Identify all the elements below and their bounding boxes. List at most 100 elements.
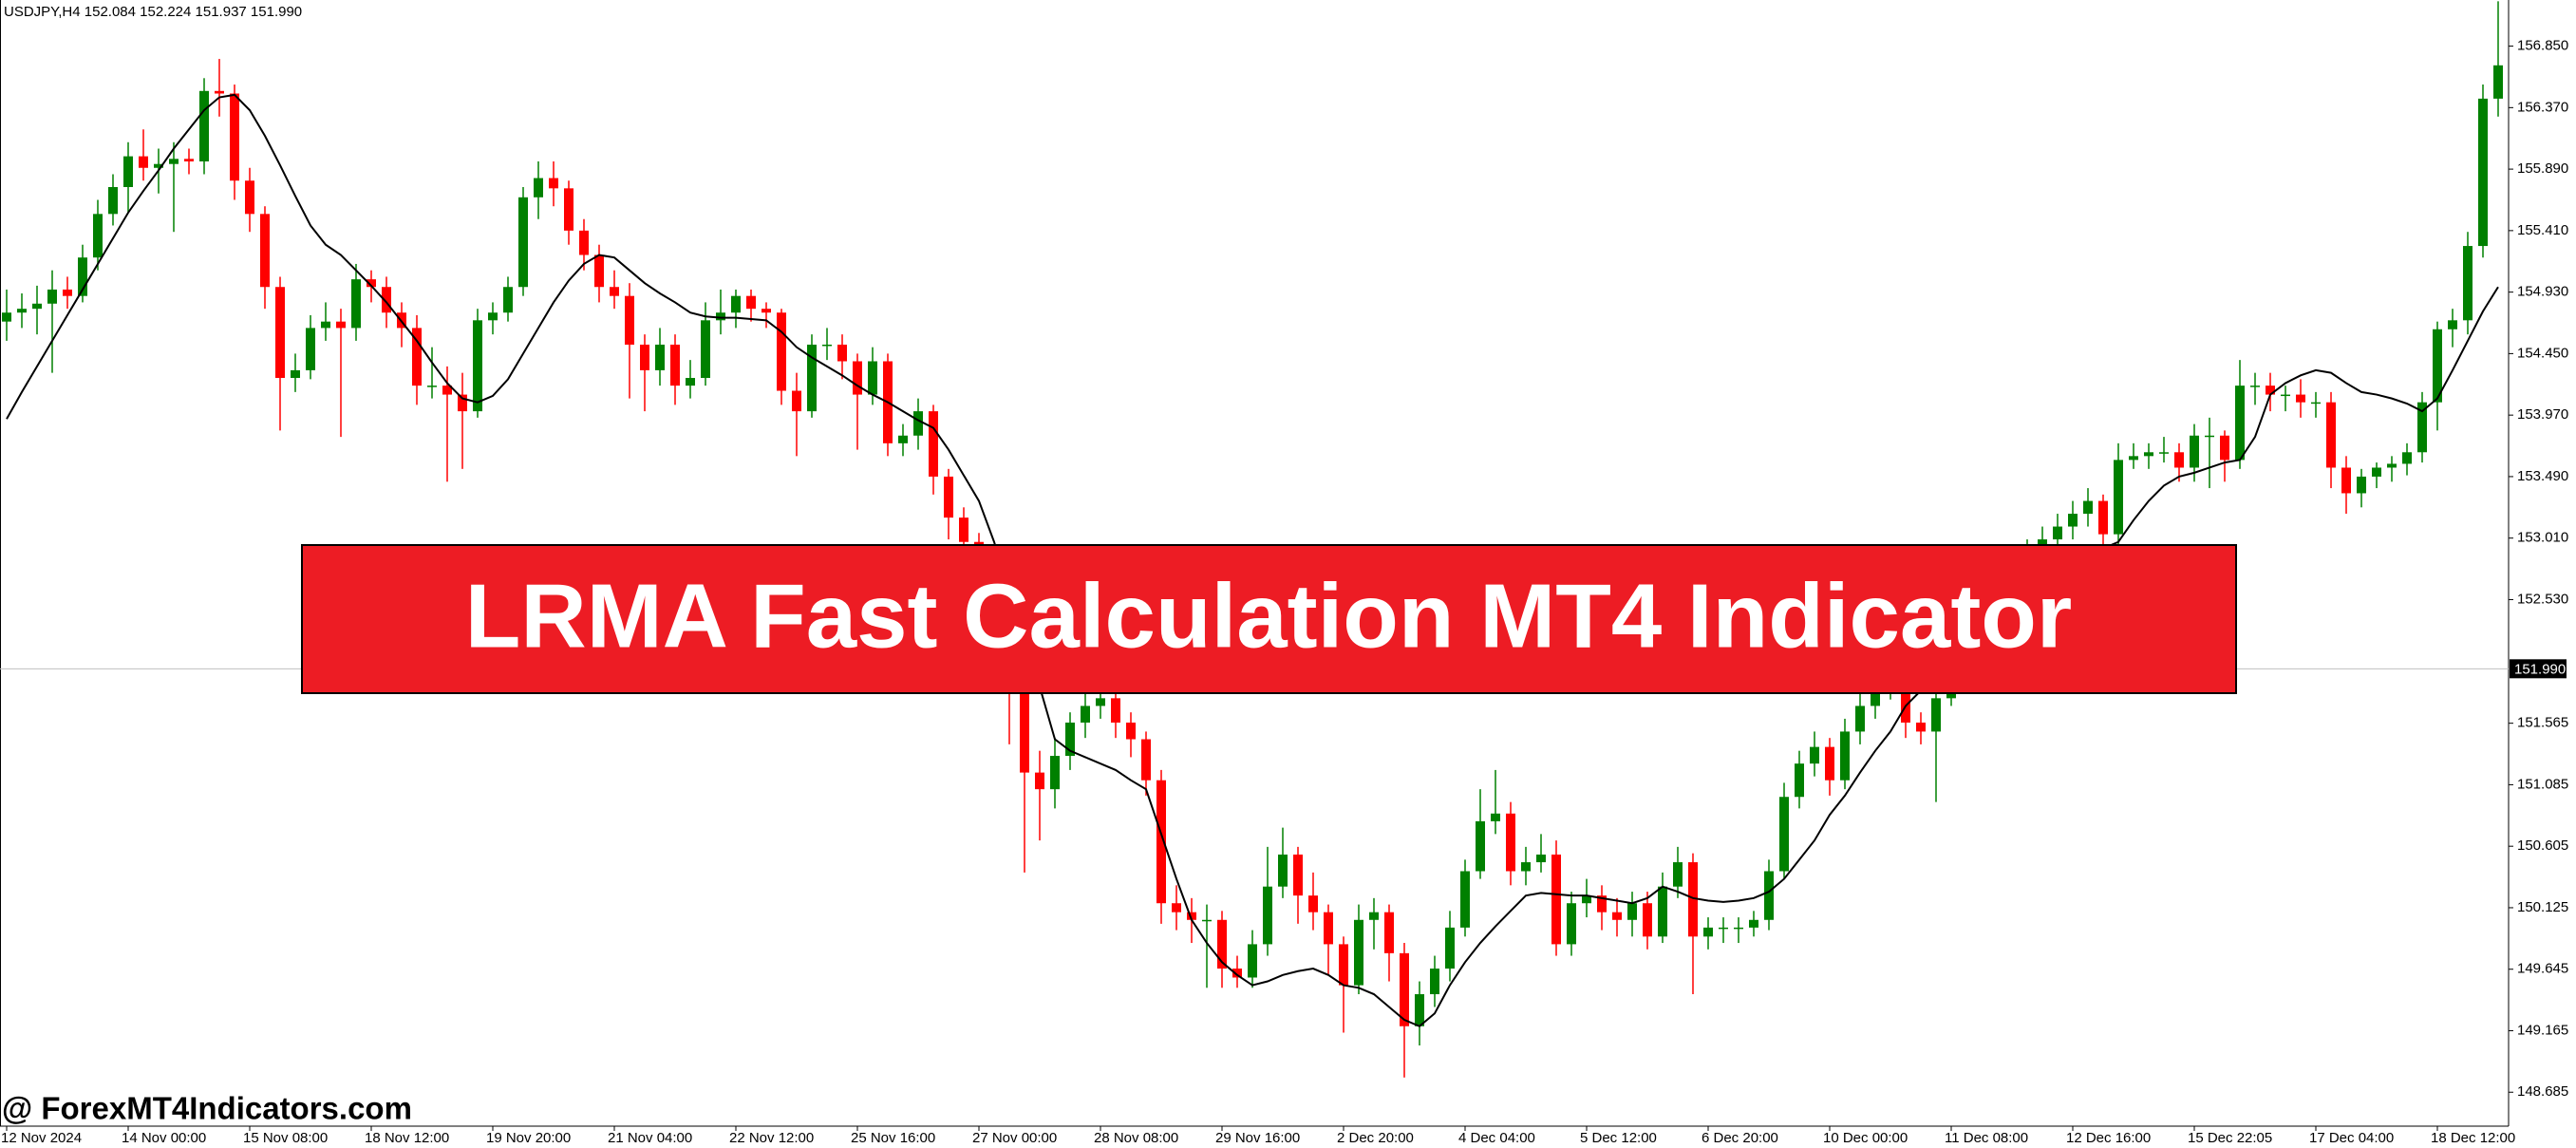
candle-body: [1536, 854, 1546, 863]
chart-header: USDJPY,H4 152.084 152.224 151.937 151.99…: [4, 4, 302, 20]
candle-body: [1612, 912, 1622, 920]
candle-body: [1582, 895, 1591, 904]
x-tick-label: 29 Nov 16:00: [1215, 1130, 1300, 1146]
candle-body: [139, 156, 148, 168]
candle-body: [1916, 722, 1926, 732]
candle-body: [412, 328, 422, 386]
candle-body: [2478, 98, 2488, 247]
banner-title: LRMA Fast Calculation MT4 Indicator: [465, 565, 2073, 667]
candle-body: [63, 289, 72, 296]
candle-body: [1217, 919, 1227, 969]
candle-body: [1901, 673, 1910, 723]
y-tick-label: 154.450: [2517, 345, 2568, 361]
y-tick-label: 150.605: [2517, 837, 2568, 854]
candle-body: [1354, 919, 1363, 986]
candle-body: [1506, 813, 1515, 872]
candle-body: [32, 303, 42, 310]
candle-body: [1567, 903, 1576, 945]
candle-body: [2357, 476, 2366, 494]
candle-body: [2068, 514, 2078, 527]
candle-body: [1643, 903, 1652, 937]
candle-body: [306, 328, 315, 370]
candle-body: [230, 93, 239, 181]
candle-body: [2129, 456, 2138, 461]
candle-body: [1050, 756, 1060, 790]
candle-body: [1278, 854, 1288, 887]
candle-body: [1627, 903, 1637, 920]
x-tick-label: 27 Nov 00:00: [972, 1130, 1057, 1146]
candle-body: [2281, 394, 2290, 397]
candle-body: [1521, 862, 1531, 872]
candle-body: [2174, 452, 2184, 468]
candle-body: [1111, 698, 1120, 723]
candle-body: [1476, 820, 1485, 872]
candle-body: [1308, 895, 1318, 913]
candle-body: [2220, 435, 2229, 461]
candle-body: [215, 90, 224, 94]
x-tick-label: 28 Nov 08:00: [1094, 1130, 1178, 1146]
candle-body: [47, 289, 57, 304]
candle-body: [336, 321, 346, 329]
watermark: @ ForexMT4Indicators.com: [2, 1091, 412, 1126]
candle-body: [154, 163, 163, 168]
candle-body: [1855, 706, 1865, 732]
candle-body: [564, 188, 573, 231]
candle-body: [1460, 871, 1470, 928]
candle-body: [199, 90, 209, 162]
candle-body: [1430, 969, 1439, 995]
price-label: 151.990: [2510, 659, 2567, 679]
candle-body: [1232, 969, 1242, 978]
candle-body: [2114, 460, 2123, 535]
candle-body: [1096, 698, 1105, 706]
candle-body: [944, 476, 953, 518]
candle-body: [1035, 772, 1044, 790]
candle-body: [1172, 903, 1181, 913]
candle-body: [1871, 690, 1880, 706]
candle-body: [534, 178, 543, 198]
candle-body: [731, 295, 741, 313]
y-tick-label: 153.970: [2517, 406, 2568, 423]
x-tick-label: 5 Dec 12:00: [1580, 1130, 1657, 1146]
candle-body: [184, 159, 194, 162]
candle-body: [1491, 813, 1500, 821]
candle-body: [670, 344, 680, 386]
x-tick-label: 19 Nov 20:00: [486, 1130, 571, 1146]
candle-body: [2144, 452, 2153, 457]
candle-body: [367, 279, 376, 288]
candle-body: [1187, 912, 1196, 920]
x-tick-label: 2 Dec 20:00: [1337, 1130, 1414, 1146]
candle-body: [321, 321, 330, 329]
x-tick-label: 22 Nov 12:00: [729, 1130, 814, 1146]
candle-body: [1126, 722, 1136, 740]
candle-body: [701, 320, 710, 379]
candle-body: [442, 386, 452, 395]
candle-body: [2341, 467, 2351, 494]
candle-body: [777, 312, 786, 391]
candle-body: [78, 257, 87, 296]
y-tick-label: 152.530: [2517, 591, 2568, 607]
y-tick-label: 154.930: [2517, 284, 2568, 300]
candle-body: [488, 312, 498, 321]
candle-body: [427, 386, 437, 387]
candle-body: [716, 312, 725, 321]
candle-body: [2, 312, 11, 322]
candle-body: [1081, 706, 1090, 723]
candle-body: [458, 394, 467, 412]
candle-body: [2463, 246, 2473, 321]
x-tick-label: 17 Dec 04:00: [2309, 1130, 2394, 1146]
candle-body: [1840, 731, 1850, 781]
candle-body: [2493, 65, 2503, 99]
candle-body: [1734, 927, 1743, 930]
candle-body: [2448, 320, 2457, 329]
candle-body: [1339, 944, 1348, 986]
y-tick-label: 156.370: [2517, 99, 2568, 115]
candle-body: [291, 369, 300, 379]
candle-body: [792, 390, 801, 412]
candle-body: [929, 411, 938, 477]
candle-body: [640, 344, 649, 370]
candle-body: [822, 344, 832, 347]
x-tick-label: 10 Dec 00:00: [1823, 1130, 1908, 1146]
candle-body: [2326, 402, 2336, 468]
candle-body: [625, 295, 634, 345]
